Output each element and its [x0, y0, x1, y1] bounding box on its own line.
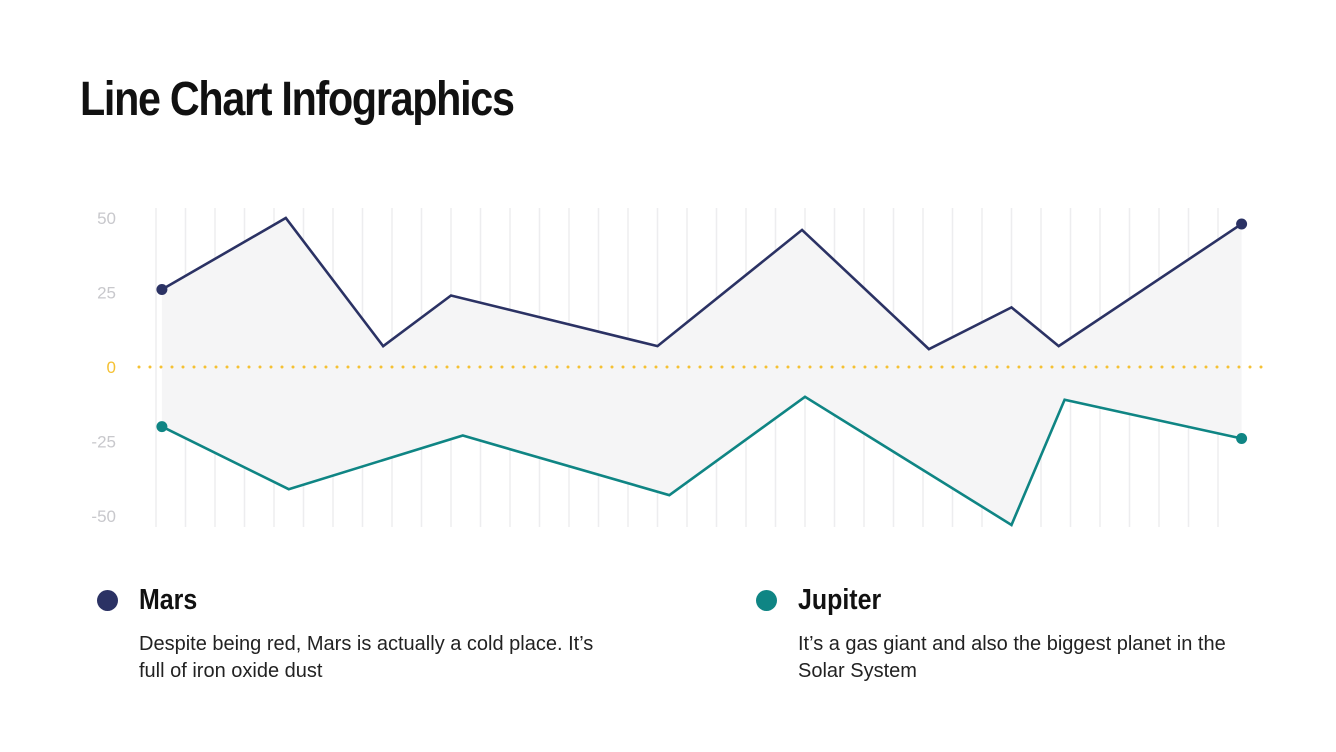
- legend-description: It’s a gas giant and also the biggest pl…: [798, 633, 1226, 682]
- jupiter-data-point: [1236, 433, 1248, 445]
- jupiter-series-line: [161, 395, 1242, 527]
- mars-data-point: [1236, 218, 1248, 230]
- y-tick-label: -25: [91, 433, 116, 452]
- area-between-series: [161, 218, 1242, 525]
- mars-marker-icon: [97, 590, 118, 611]
- legend-name: Jupiter: [798, 584, 882, 616]
- legend-item-mars: Mars Despite being red, Mars is actually…: [97, 584, 617, 694]
- line-chart: 50 25 0 -25 -50: [91, 208, 1268, 527]
- jupiter-marker-icon: [756, 590, 777, 611]
- mars-series-line: [161, 216, 1243, 351]
- y-tick-label: 25: [97, 284, 116, 303]
- page-title: Line Chart Infographics: [80, 73, 515, 126]
- y-tick-label: -50: [91, 507, 116, 526]
- legend-item-jupiter: Jupiter It’s a gas giant and also the bi…: [756, 584, 1276, 694]
- y-tick-label: 0: [107, 358, 116, 377]
- y-tick-label: 50: [97, 209, 116, 228]
- legend-description: Despite being red, Mars is actually a co…: [139, 633, 594, 682]
- mars-data-point: [156, 284, 168, 296]
- legend-name: Mars: [139, 584, 198, 616]
- jupiter-data-point: [156, 421, 168, 433]
